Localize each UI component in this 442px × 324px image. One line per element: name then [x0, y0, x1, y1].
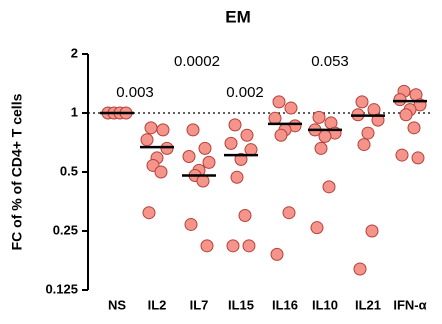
x-tick-label: IFN-α — [393, 297, 426, 312]
data-point — [399, 108, 413, 122]
data-point — [270, 247, 284, 261]
data-point — [274, 128, 288, 142]
x-tick-label: IL10 — [312, 297, 338, 312]
x-tick-label: NS — [108, 297, 126, 312]
data-point — [224, 136, 238, 150]
data-point — [240, 128, 254, 142]
x-tick-label: IL7 — [190, 297, 209, 312]
data-point — [200, 239, 214, 253]
data-point — [318, 129, 332, 143]
data-point — [355, 95, 369, 109]
data-point — [242, 239, 256, 253]
data-point — [154, 165, 168, 179]
data-point — [160, 141, 174, 155]
data-point — [407, 121, 421, 135]
y-tick-label: 2 — [71, 45, 78, 60]
data-point — [284, 101, 298, 115]
y-tick-label: 0.5 — [60, 163, 78, 178]
data-point — [395, 148, 409, 162]
data-point — [142, 206, 156, 220]
data-point — [371, 113, 385, 127]
data-point — [226, 239, 240, 253]
data-point — [282, 206, 296, 220]
p-value-annotation: 0.002 — [226, 84, 264, 101]
data-point — [365, 224, 379, 238]
data-point — [156, 123, 170, 137]
data-point — [357, 138, 371, 152]
data-point — [310, 221, 324, 235]
p-value-annotation: 0.053 — [311, 53, 349, 70]
data-point — [184, 217, 198, 231]
data-point — [140, 133, 154, 147]
data-point — [228, 118, 242, 132]
x-tick-label: IL21 — [355, 297, 381, 312]
x-tick-label: IL16 — [272, 297, 298, 312]
y-tick-label: 0.25 — [53, 222, 78, 237]
data-point — [312, 110, 326, 124]
data-point — [198, 141, 212, 155]
x-tick-label: IL15 — [228, 297, 254, 312]
data-point — [186, 123, 200, 137]
data-point — [238, 208, 252, 222]
data-point — [393, 93, 407, 107]
data-point — [353, 262, 367, 276]
data-point — [182, 149, 196, 163]
y-tick-label: 0.125 — [45, 281, 78, 296]
data-point — [361, 126, 375, 140]
data-point — [234, 152, 248, 166]
data-point — [230, 170, 244, 184]
chart-title: EM — [225, 7, 251, 26]
data-point — [322, 180, 336, 194]
data-point — [202, 155, 216, 169]
p-value-annotation: 0.0002 — [174, 53, 220, 70]
data-point — [144, 121, 158, 135]
data-point — [268, 111, 282, 125]
data-point — [411, 151, 425, 165]
p-value-annotation: 0.003 — [116, 84, 154, 101]
data-point — [314, 141, 328, 155]
y-tick-label: 1 — [71, 104, 78, 119]
y-axis-label: FC of % of CD4+ T cells — [9, 93, 25, 250]
data-point — [272, 95, 286, 109]
x-tick-label: IL2 — [148, 297, 167, 312]
data-point — [196, 174, 210, 188]
